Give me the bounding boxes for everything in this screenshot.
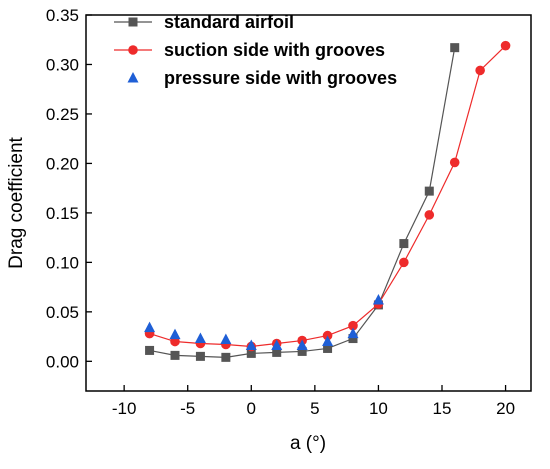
series-line — [149, 45, 506, 348]
data-point — [450, 43, 460, 53]
data-point — [272, 347, 282, 357]
x-tick-label: 20 — [496, 399, 515, 418]
data-point — [170, 336, 180, 347]
data-point — [170, 350, 180, 360]
y-axis-title: Drag coefficient — [6, 136, 27, 268]
legend-marker — [128, 45, 138, 55]
data-point — [323, 343, 333, 353]
legend-label: standard airfoil — [164, 12, 294, 32]
y-tick-label: 0.25 — [46, 105, 79, 124]
y-tick-label: 0.30 — [46, 55, 79, 74]
data-point — [347, 327, 359, 339]
legend-marker — [127, 72, 139, 83]
x-axis: -10 -5 0 5 10 15 20 — [112, 385, 515, 418]
data-point — [194, 332, 206, 344]
data-point — [475, 65, 485, 76]
series-layer — [144, 40, 511, 362]
x-tick-label: -5 — [180, 399, 195, 418]
data-point — [220, 333, 232, 345]
legend-marker — [128, 17, 138, 27]
legend-label: pressure side with grooves — [164, 68, 397, 88]
data-point — [169, 328, 181, 340]
legend-item-2: pressure side with grooves — [127, 68, 397, 88]
series-0 — [145, 43, 460, 362]
y-tick-label: 0.20 — [46, 154, 79, 173]
data-point — [399, 257, 409, 268]
series-2 — [144, 293, 384, 350]
x-tick-label: -10 — [112, 399, 137, 418]
data-point — [195, 351, 205, 361]
data-point — [246, 348, 256, 358]
data-point — [424, 186, 434, 196]
data-point — [296, 339, 308, 350]
x-tick-label: 5 — [310, 399, 319, 418]
data-point — [322, 335, 334, 347]
x-tick-label: 10 — [369, 399, 388, 418]
data-point — [500, 40, 511, 51]
data-point — [424, 210, 435, 220]
data-point — [348, 320, 358, 331]
data-point — [399, 239, 409, 249]
data-point — [348, 334, 358, 344]
legend: standard airfoil suction side with groove… — [114, 12, 397, 88]
data-point — [372, 293, 384, 305]
y-tick-label: 0.10 — [46, 253, 79, 272]
y-tick-label: 0.15 — [46, 204, 79, 223]
data-point — [145, 345, 155, 355]
data-point — [271, 339, 283, 350]
plot-frame — [85, 14, 532, 392]
x-tick-label: 0 — [247, 399, 256, 418]
legend-label: suction side with grooves — [164, 40, 385, 60]
data-point — [221, 352, 231, 362]
data-point — [449, 157, 460, 168]
y-tick-label: 0.05 — [46, 303, 79, 322]
legend-item-0: standard airfoil — [114, 12, 294, 32]
y-tick-label: 0.00 — [46, 352, 79, 371]
y-axis: 0.00 0.05 0.10 0.15 0.20 0.25 0.30 0.35 — [46, 6, 92, 371]
x-axis-title: a (°) — [290, 433, 326, 454]
y-tick-label: 0.35 — [46, 6, 79, 25]
legend-item-1: suction side with grooves — [114, 40, 385, 60]
data-point — [144, 321, 156, 333]
data-point — [297, 346, 307, 356]
data-point — [245, 339, 257, 350]
x-tick-label: 15 — [433, 399, 452, 418]
series-line — [149, 47, 456, 358]
